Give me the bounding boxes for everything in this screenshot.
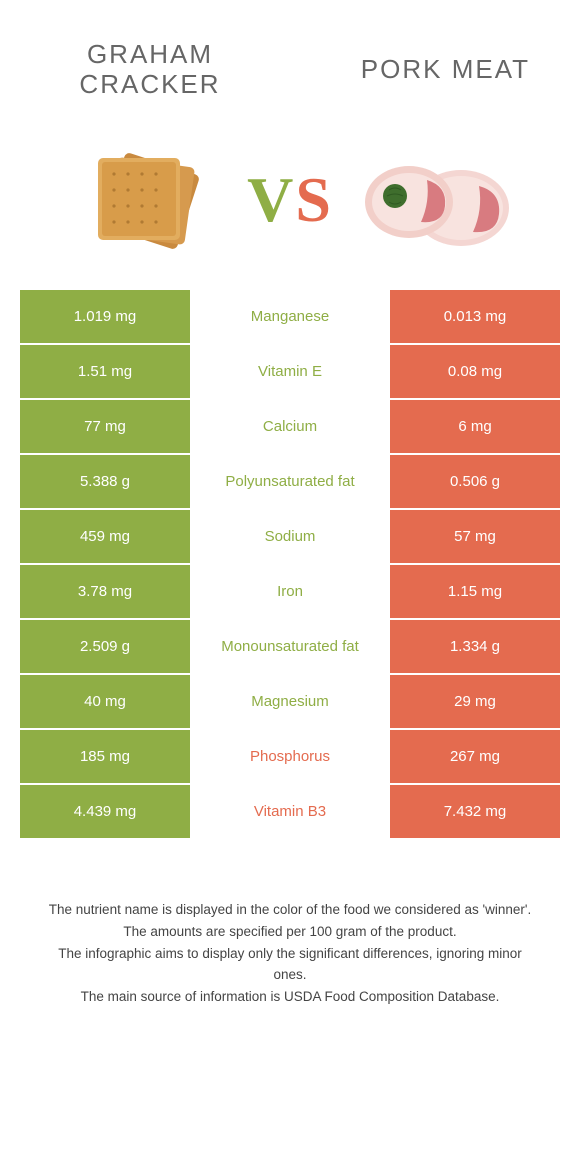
vs-row: VS bbox=[0, 120, 580, 290]
left-value-cell: 3.78 mg bbox=[20, 565, 190, 618]
right-value-cell: 267 mg bbox=[390, 730, 560, 783]
left-value-cell: 5.388 g bbox=[20, 455, 190, 508]
nutrient-name-cell: Iron bbox=[190, 565, 390, 618]
left-value-cell: 40 mg bbox=[20, 675, 190, 728]
table-row: 1.019 mgManganese0.013 mg bbox=[20, 290, 560, 345]
table-row: 77 mgCalcium6 mg bbox=[20, 400, 560, 455]
table-row: 2.509 gMonounsaturated fat1.334 g bbox=[20, 620, 560, 675]
left-value-cell: 185 mg bbox=[20, 730, 190, 783]
right-value-cell: 57 mg bbox=[390, 510, 560, 563]
right-value-cell: 0.506 g bbox=[390, 455, 560, 508]
table-row: 185 mgPhosphorus267 mg bbox=[20, 730, 560, 785]
footer-line-1: The nutrient name is displayed in the co… bbox=[40, 900, 540, 920]
nutrient-name-cell: Vitamin B3 bbox=[190, 785, 390, 838]
right-value-cell: 7.432 mg bbox=[390, 785, 560, 838]
right-food-image bbox=[351, 140, 516, 260]
vs-label: VS bbox=[247, 163, 333, 237]
nutrient-name-cell: Vitamin E bbox=[190, 345, 390, 398]
nutrient-name-cell: Polyunsaturated fat bbox=[190, 455, 390, 508]
table-row: 5.388 gPolyunsaturated fat0.506 g bbox=[20, 455, 560, 510]
nutrient-name-cell: Calcium bbox=[190, 400, 390, 453]
vs-v-letter: V bbox=[247, 164, 295, 235]
table-row: 3.78 mgIron1.15 mg bbox=[20, 565, 560, 620]
header: Graham cracker Pork meat bbox=[0, 0, 580, 120]
left-value-cell: 77 mg bbox=[20, 400, 190, 453]
nutrient-table: 1.019 mgManganese0.013 mg1.51 mgVitamin … bbox=[20, 290, 560, 840]
left-food-title: Graham cracker bbox=[50, 40, 250, 100]
nutrient-name-cell: Monounsaturated fat bbox=[190, 620, 390, 673]
left-value-cell: 2.509 g bbox=[20, 620, 190, 673]
right-value-cell: 1.334 g bbox=[390, 620, 560, 673]
table-row: 459 mgSodium57 mg bbox=[20, 510, 560, 565]
left-value-cell: 1.019 mg bbox=[20, 290, 190, 343]
footer-line-4: The main source of information is USDA F… bbox=[40, 987, 540, 1007]
nutrient-name-cell: Magnesium bbox=[190, 675, 390, 728]
right-value-cell: 6 mg bbox=[390, 400, 560, 453]
nutrient-name-cell: Phosphorus bbox=[190, 730, 390, 783]
right-value-cell: 1.15 mg bbox=[390, 565, 560, 618]
right-food-title: Pork meat bbox=[310, 55, 530, 85]
table-row: 1.51 mgVitamin E0.08 mg bbox=[20, 345, 560, 400]
vs-s-letter: S bbox=[295, 164, 333, 235]
left-value-cell: 459 mg bbox=[20, 510, 190, 563]
left-value-cell: 1.51 mg bbox=[20, 345, 190, 398]
footer-line-2: The amounts are specified per 100 gram o… bbox=[40, 922, 540, 942]
left-value-cell: 4.439 mg bbox=[20, 785, 190, 838]
footer-notes: The nutrient name is displayed in the co… bbox=[0, 840, 580, 1049]
left-food-image bbox=[64, 140, 229, 260]
right-value-cell: 29 mg bbox=[390, 675, 560, 728]
right-value-cell: 0.08 mg bbox=[390, 345, 560, 398]
table-row: 40 mgMagnesium29 mg bbox=[20, 675, 560, 730]
right-value-cell: 0.013 mg bbox=[390, 290, 560, 343]
nutrient-name-cell: Manganese bbox=[190, 290, 390, 343]
nutrient-name-cell: Sodium bbox=[190, 510, 390, 563]
footer-line-3: The infographic aims to display only the… bbox=[40, 944, 540, 985]
table-row: 4.439 mgVitamin B37.432 mg bbox=[20, 785, 560, 840]
